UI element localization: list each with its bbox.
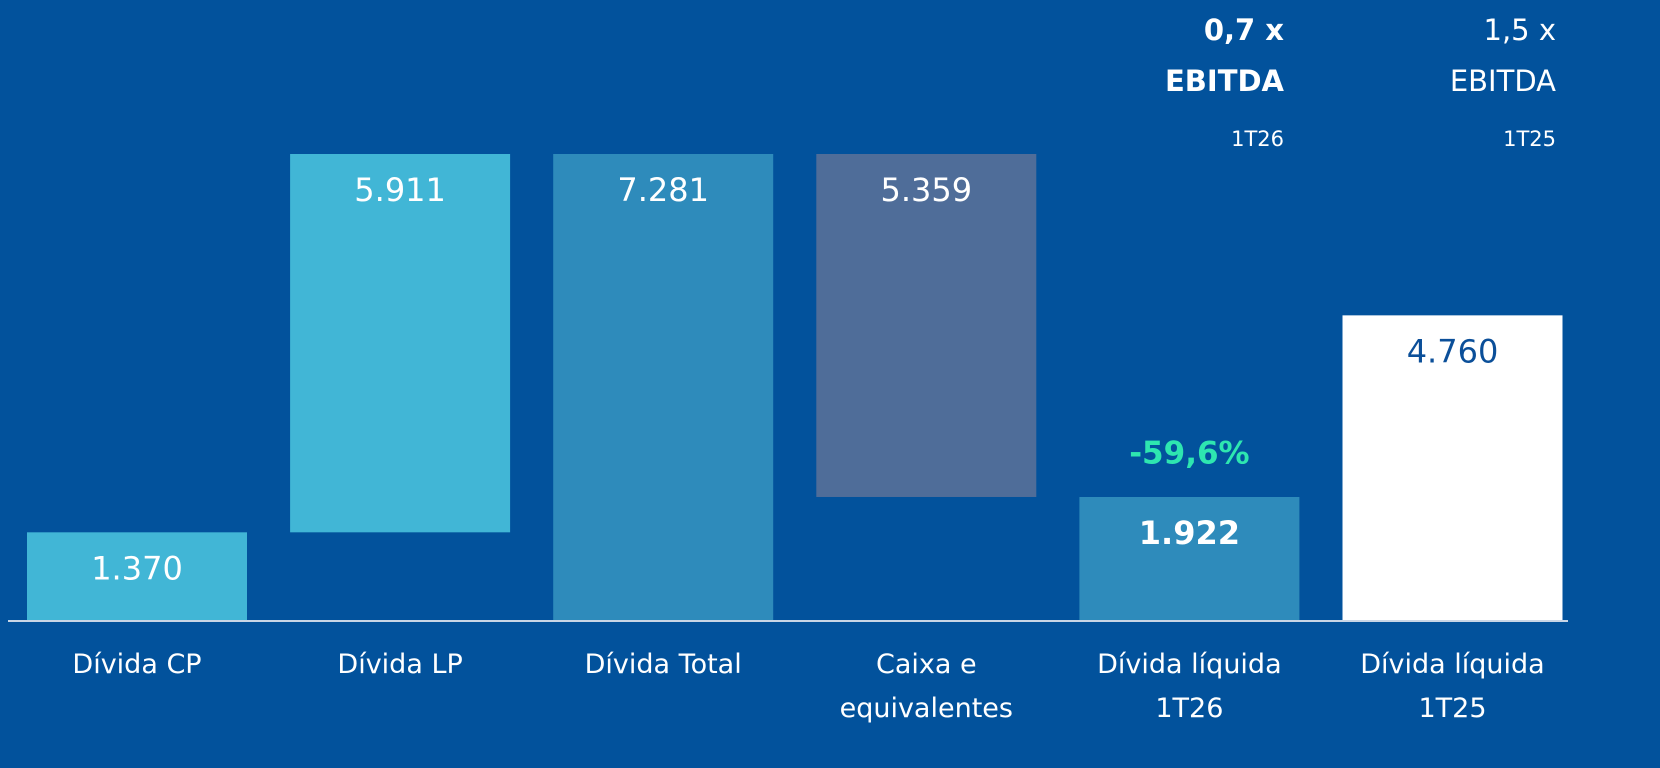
- category-label: Dívida líquida 1T25: [1360, 649, 1545, 724]
- value-label: 1.370: [91, 549, 183, 587]
- bar: [553, 154, 774, 620]
- annotation: 0,7 x: [1204, 13, 1284, 47]
- bar: [816, 154, 1037, 497]
- category-label: Dívida Total: [584, 649, 742, 680]
- bar: [1079, 496, 1300, 620]
- annotation: 1T26: [1231, 127, 1284, 151]
- bar: [1342, 315, 1563, 620]
- change-label: -59,6%: [1129, 436, 1249, 472]
- value-label: 7.281: [617, 171, 709, 209]
- value-label: 5.359: [880, 171, 972, 209]
- category-label: Dívida líquida 1T26: [1097, 649, 1282, 724]
- value-label: 1.922: [1139, 514, 1240, 552]
- category-label: Caixa e equivalentes: [839, 649, 1013, 724]
- bar: [27, 532, 247, 620]
- annotation: 1T25: [1503, 127, 1556, 151]
- bar: [290, 154, 511, 533]
- category-label: Dívida LP: [337, 649, 463, 680]
- value-label: 5.911: [354, 171, 446, 209]
- annotation: EBITDA: [1450, 64, 1556, 98]
- value-label: 4.760: [1407, 332, 1499, 370]
- category-label: Dívida CP: [72, 649, 202, 680]
- annotation: EBITDA: [1165, 64, 1285, 98]
- annotation: 1,5 x: [1484, 13, 1557, 47]
